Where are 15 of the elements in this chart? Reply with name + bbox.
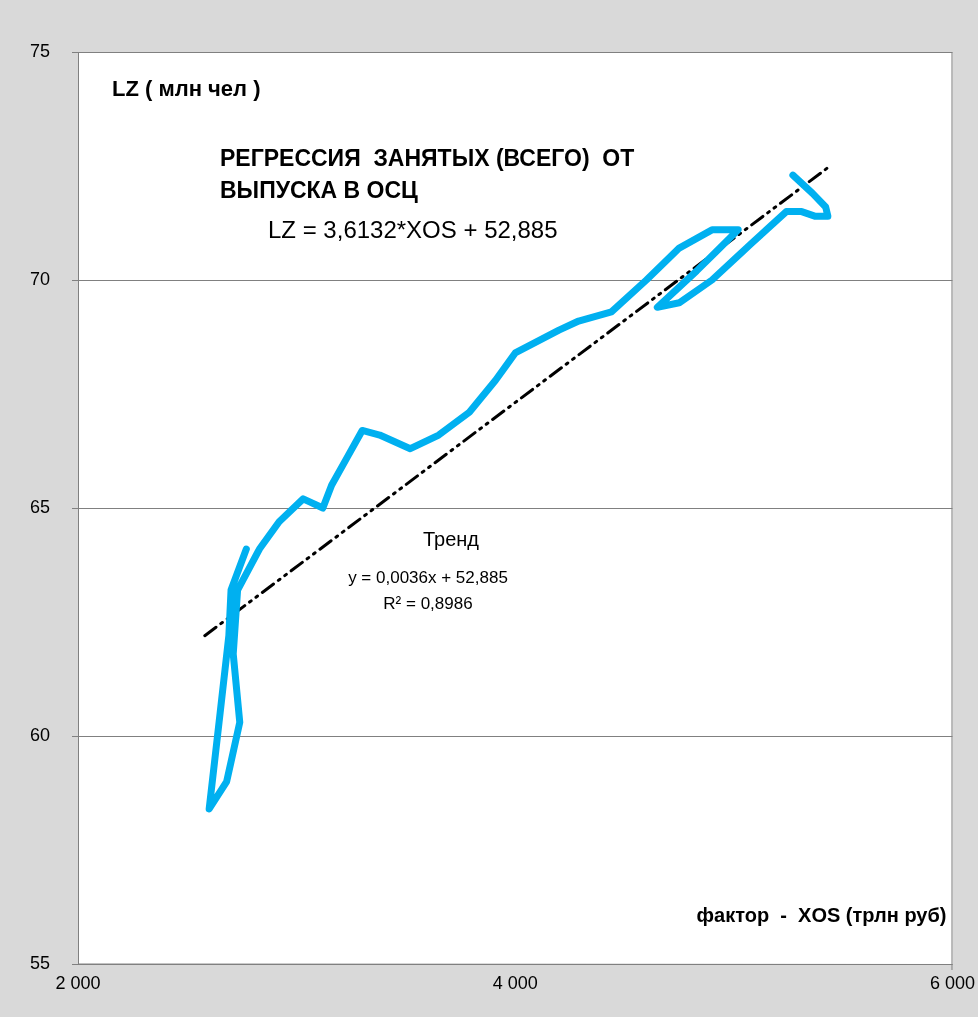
annotation: Тренд [422, 528, 480, 550]
annotation: y = 0,0036x + 52,885 [348, 568, 508, 587]
x-tick-label: 2 000 [55, 972, 101, 993]
annotation: R² = 0,8986 [383, 594, 473, 613]
text: LZ = 3,6132*XOS + 52,885 [268, 216, 558, 243]
x-tick-label: 4 000 [492, 972, 538, 993]
y-axis-title: LZ ( млн чел ) [112, 76, 261, 101]
text: РЕГРЕССИЯ ЗАНЯТЫХ (ВСЕГО) ОТ ВЫПУСКА В ОСЦ [220, 145, 635, 203]
x-tick-label: 6 000 [929, 972, 975, 993]
y-tick-label: 70 [29, 268, 50, 289]
y-tick-label: 75 [29, 40, 50, 61]
y-tick-label: 60 [29, 724, 50, 745]
y-tick-label: 55 [29, 952, 50, 973]
y-tick-label: 65 [29, 496, 50, 517]
x-axis-title: фактор - XOS (трлн руб) [696, 904, 947, 926]
